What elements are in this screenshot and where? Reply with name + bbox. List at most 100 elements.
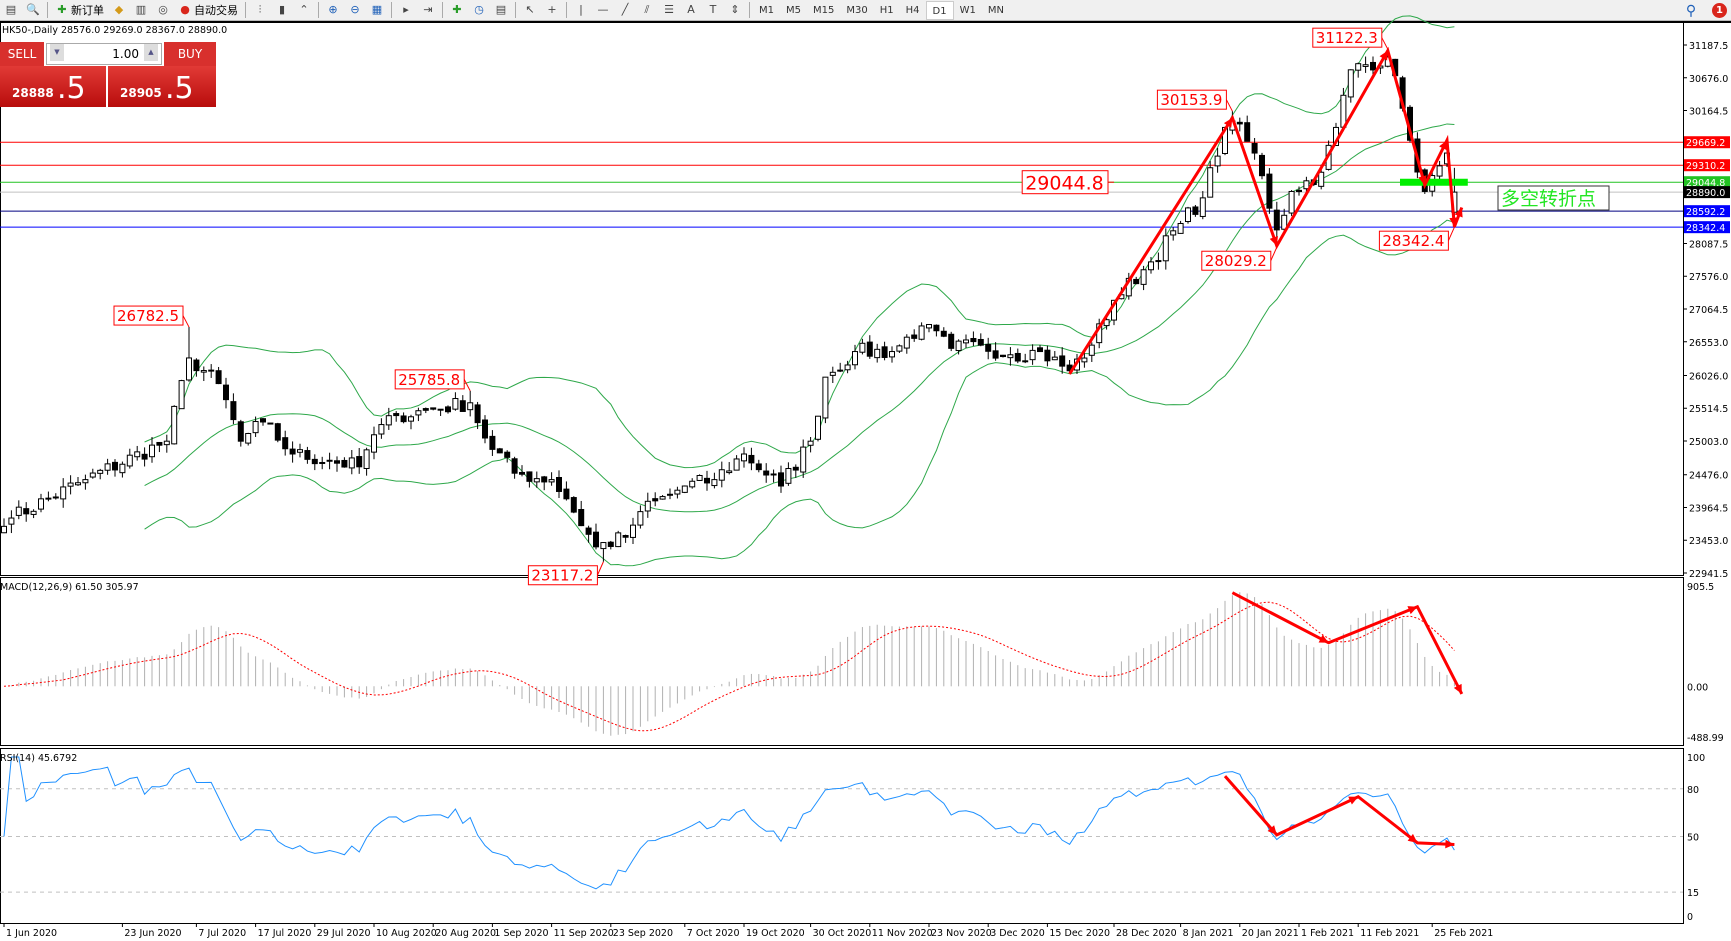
zoom-out-button[interactable]: ⊖ [344, 1, 366, 20]
candle-body-bull [104, 463, 111, 471]
search-icon[interactable]: ⚲ [1685, 2, 1697, 19]
tile-windows-button[interactable]: ▦ [366, 1, 388, 20]
metaeditor-button[interactable]: ◆ [108, 1, 130, 20]
timeframe-h4[interactable]: H4 [905, 4, 920, 16]
macd-trend-arrow-head [1407, 606, 1418, 615]
fibonacci-button[interactable]: ☰ [658, 1, 680, 20]
price-axis-label: 24476.0 [1689, 471, 1728, 482]
indicators-button[interactable]: ✚ [446, 1, 468, 20]
sell-button[interactable]: SELL [0, 42, 44, 66]
candle-body-bull [689, 480, 696, 488]
buy-price[interactable]: 28905.5 [108, 66, 216, 107]
text-label-button[interactable]: T [702, 1, 724, 20]
price-label: 26782.5 [117, 307, 179, 325]
templates-button[interactable]: ▤ [490, 1, 512, 20]
cursor-icon: ↖ [525, 3, 535, 16]
candle-body-bull [89, 472, 96, 478]
autoscroll-button[interactable]: ▸ [395, 1, 417, 20]
candle [393, 411, 400, 422]
timeframe-d1[interactable]: D1 [925, 0, 954, 20]
candlestick-button[interactable]: ▮ [271, 1, 293, 20]
lot-size-input[interactable]: 1.00 [46, 43, 162, 65]
timeframe-m5[interactable]: M5 [786, 4, 801, 16]
toolbar-separator [749, 2, 750, 18]
price-trend-arrow-head [1449, 217, 1458, 227]
candle-body-bear [422, 408, 429, 411]
new-chart-button[interactable]: ▤ [0, 1, 22, 20]
candle [630, 517, 636, 544]
price-axis-label: 25003.0 [1689, 437, 1728, 448]
candle [496, 447, 503, 454]
equidistant-channel-button[interactable]: ⫽ [636, 1, 658, 20]
chart-shift-button[interactable]: ⇥ [417, 1, 439, 20]
terminal-button[interactable]: ▥ [130, 1, 152, 20]
vertical-line-button[interactable]: | [570, 1, 592, 20]
price-label-box [527, 565, 598, 586]
price-level-tag [1684, 159, 1730, 172]
profiles-button[interactable]: 🔍 [22, 1, 44, 20]
price-trend-arrow-head [1454, 207, 1463, 218]
timeframe-mn[interactable]: MN [987, 4, 1004, 16]
timeframe-m15[interactable]: M15 [813, 4, 835, 16]
trendline-button[interactable]: ╱ [614, 1, 636, 20]
price-trend-arrow-head [1418, 175, 1427, 186]
candle [874, 343, 881, 363]
candle-body-bull [371, 434, 377, 453]
text-button[interactable]: A [680, 1, 702, 20]
lot-decrease-button[interactable]: ▼ [50, 44, 64, 61]
bollinger-upper [144, 15, 1455, 469]
time-axis-label: 1 Feb 2021 [1301, 928, 1354, 939]
bar-chart-icon: ⫶ [258, 3, 262, 16]
candle [193, 358, 200, 377]
buy-button[interactable]: BUY [164, 42, 216, 66]
rsi-trend-arrow [1223, 775, 1455, 846]
candle [1, 518, 7, 534]
candle [1088, 342, 1095, 362]
time-axis-label: 23 Nov 2020 [931, 928, 992, 939]
auto-trading-button[interactable]: ● 自动交易 [174, 1, 242, 20]
candle [896, 344, 903, 354]
candle [430, 407, 437, 411]
timeframe-w1[interactable]: W1 [959, 4, 976, 16]
candle [1266, 168, 1273, 214]
candle [378, 418, 385, 439]
bar-chart-button[interactable]: ⫶ [249, 1, 271, 20]
notification-badge[interactable]: 1 [1712, 3, 1727, 18]
new-order-button[interactable]: ✚ 新订单 [51, 1, 108, 20]
lot-increase-button[interactable]: ▲ [144, 44, 158, 61]
candle [933, 324, 940, 337]
line-chart-button[interactable]: ⌃ [293, 1, 315, 20]
horizontal-line-button[interactable]: — [592, 1, 614, 20]
candle-body-bear [563, 488, 570, 500]
toolbar-separator [47, 2, 48, 18]
price-axis-label: 22941.5 [1689, 569, 1728, 580]
candle [489, 430, 496, 456]
timeframe-h1[interactable]: H1 [879, 4, 894, 16]
periods-button[interactable]: ◷ [468, 1, 490, 20]
candle [1155, 252, 1162, 270]
candle [482, 415, 488, 444]
candle-body-bull [126, 454, 133, 467]
zoom-in-button[interactable]: ⊕ [322, 1, 344, 20]
candle [741, 447, 747, 468]
candle-body-bull [1088, 344, 1095, 356]
price-axis-label: 26026.0 [1689, 371, 1728, 382]
price-level-tag [1684, 205, 1730, 218]
candle [992, 342, 999, 361]
candle [918, 322, 925, 341]
candle-body-bull [385, 415, 392, 426]
time-axis-label: 20 Aug 2020 [435, 928, 496, 939]
arrows-button[interactable]: ⇕ [724, 1, 746, 20]
cursor-button[interactable]: ↖ [519, 1, 541, 20]
timeframe-m30[interactable]: M30 [846, 4, 868, 16]
candle [274, 422, 281, 443]
candle [689, 478, 696, 489]
signals-button[interactable]: ◎ [152, 1, 174, 20]
candle-body-bear [112, 461, 118, 471]
crosshair-button[interactable]: + [541, 1, 563, 20]
candle-body-bull [718, 469, 725, 481]
sell-price[interactable]: 28888.5 [0, 66, 106, 107]
timeframe-m1[interactable]: M1 [759, 4, 774, 16]
price-level-label: 29310.2 [1686, 161, 1725, 172]
